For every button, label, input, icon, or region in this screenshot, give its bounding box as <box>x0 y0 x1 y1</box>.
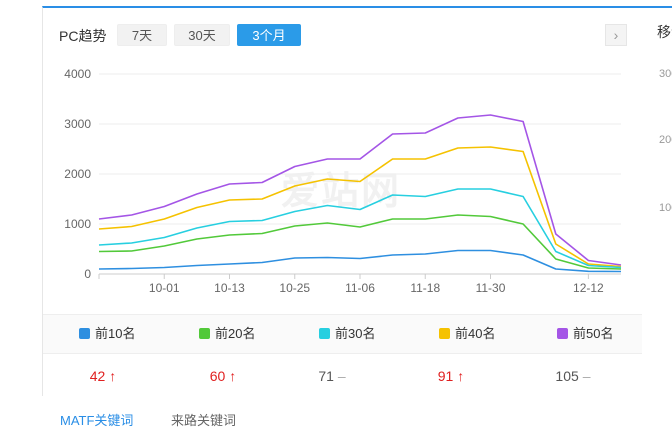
keyword-tabs: MATF关键词 来路关键词 <box>60 410 270 429</box>
x-tick-label: 10-13 <box>214 281 245 295</box>
legend-swatch <box>199 328 210 339</box>
x-tick-label: 11-06 <box>345 281 375 295</box>
y-tick-label: 4000 <box>64 67 91 81</box>
legend-label: 前40名 <box>455 326 496 341</box>
rank-stats: 42 ↑ 60 ↑ 71–91 ↑ 105– <box>43 354 643 394</box>
legend-item[interactable]: 前50名 <box>557 325 613 343</box>
trend-chart: 0 1000 2000 3000 4000 10-01 10-13 10-25 11-06 11-… <box>64 67 622 295</box>
legend-swatch <box>557 328 568 339</box>
dash-icon: – <box>582 368 591 384</box>
series-line <box>98 188 622 269</box>
series-line <box>98 114 622 266</box>
rank-stat-value: 105 <box>555 368 579 384</box>
series-line <box>98 146 622 268</box>
mobile-y-tick: 100 <box>659 202 672 214</box>
x-tick-label: 10-25 <box>279 281 310 295</box>
arrow-up-icon: ↑ <box>109 368 117 384</box>
rank-stat: 71– <box>302 368 362 384</box>
dash-icon: – <box>337 368 346 384</box>
rank-stat: 105– <box>543 368 603 384</box>
legend-item[interactable]: 前30名 <box>319 325 375 343</box>
mobile-y-tick: 200 <box>659 134 672 146</box>
tab-30-days[interactable]: 30天 <box>174 24 230 46</box>
panel-header: PC趋势 7天 30天 3个月 › <box>43 22 643 48</box>
rank-stat-value: 71 <box>318 368 334 384</box>
series-line <box>98 214 622 270</box>
rank-stat-value: 60 <box>209 368 226 384</box>
rank-stat-value: 42 <box>89 368 106 384</box>
tab-source-keywords[interactable]: 来路关键词 <box>171 413 237 428</box>
y-tick-label: 2000 <box>64 167 91 181</box>
legend-swatch <box>319 328 330 339</box>
tab-matf-keywords[interactable]: MATF关键词 <box>60 413 134 428</box>
tab-7-days[interactable]: 7天 <box>117 24 167 46</box>
x-tick-label: 11-30 <box>476 281 506 295</box>
rank-stat: 42 ↑ <box>73 368 133 384</box>
legend-swatch <box>439 328 450 339</box>
x-tick-label: 12-12 <box>573 281 604 295</box>
x-tick-label: 10-01 <box>149 281 180 295</box>
legend-item[interactable]: 前20名 <box>199 325 255 343</box>
mobile-trend-panel: 移动 300 200 100 <box>642 6 672 396</box>
legend-item[interactable]: 前40名 <box>439 325 495 343</box>
legend-label: 前30名 <box>335 326 376 341</box>
arrow-up-icon: ↑ <box>457 368 465 384</box>
legend-label: 前50名 <box>573 326 614 341</box>
tab-3-months[interactable]: 3个月 <box>237 24 301 46</box>
legend-item[interactable]: 前10名 <box>79 325 135 343</box>
series-line <box>98 249 622 273</box>
mobile-y-tick: 300 <box>659 68 672 80</box>
legend-swatch <box>79 328 90 339</box>
next-button[interactable]: › <box>605 24 627 46</box>
legend: 前10名 前20名 前30名 前40名 前50名 <box>43 314 643 354</box>
y-tick-label: 0 <box>84 267 91 281</box>
y-tick-label: 1000 <box>64 217 91 231</box>
legend-label: 前20名 <box>215 326 256 341</box>
mobile-panel-title: 移动 <box>657 24 672 40</box>
legend-label: 前10名 <box>95 326 136 341</box>
y-tick-label: 3000 <box>64 117 91 131</box>
x-tick-label: 11-18 <box>410 281 440 295</box>
rank-stat: 91 ↑ <box>421 368 481 384</box>
rank-stat: 60 ↑ <box>193 368 253 384</box>
chevron-right-icon: › <box>613 27 619 43</box>
rank-stat-value: 91 <box>437 368 454 384</box>
pc-trend-panel: PC趋势 7天 30天 3个月 › 爱站网 0 1000 2000 3000 4000 1… <box>42 6 644 396</box>
arrow-up-icon: ↑ <box>229 368 237 384</box>
watermark-logo: 爱站网 <box>281 171 402 213</box>
panel-title: PC趋势 <box>59 28 107 44</box>
